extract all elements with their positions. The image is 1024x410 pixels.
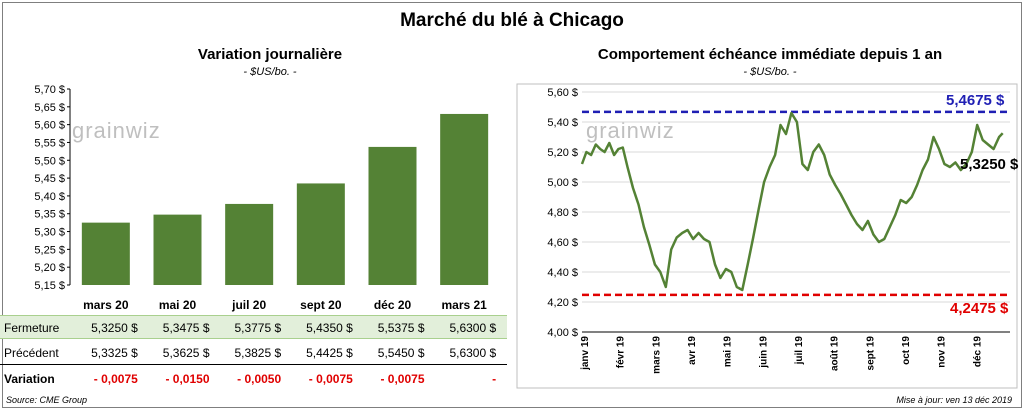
bar-y-tick-label: 5,55 $ xyxy=(34,137,65,149)
table-cell: - 0,0150 xyxy=(165,372,210,386)
table-cell: 5,3475 $ xyxy=(162,321,210,335)
line-y-tick-label: 5,40 $ xyxy=(547,117,578,129)
line-x-tick-label: déc 19 xyxy=(972,336,983,368)
line-chart-title: Comportement échéance immédiate depuis 1… xyxy=(597,46,943,63)
bar-y-tick-label: 5,35 $ xyxy=(34,209,65,221)
table-cell: - 0,0075 xyxy=(93,372,138,386)
bar-y-tick-label: 5,25 $ xyxy=(34,244,65,256)
table-cell: - xyxy=(492,372,497,386)
bar-category-label: mars 21 xyxy=(441,298,487,312)
table-cell: 5,3625 $ xyxy=(162,346,210,360)
bar-category-label: juil 20 xyxy=(232,298,267,312)
line-x-tick-label: juil 19 xyxy=(794,336,805,366)
precedent-label: Précédent xyxy=(4,346,59,360)
bar-category-label: mars 20 xyxy=(83,298,129,312)
last-value-label: 5,3250 $ xyxy=(960,156,1019,173)
bar-chart-subtitle: - $US/bo. - xyxy=(243,66,297,78)
line-y-tick-label: 4,60 $ xyxy=(547,237,578,249)
table-row-precedent: Précédent 5,3325 $ 5,3625 $ 5,3825 $ 5,4425… xyxy=(0,341,507,365)
table-row-fermeture: Fermeture 5,3250 $ 5,3475 $ 5,3775 $ 5,4350… xyxy=(0,315,507,339)
table-cell: 5,4425 $ xyxy=(306,346,353,360)
bar-0 xyxy=(81,222,130,285)
table-cell: 5,3825 $ xyxy=(234,346,282,360)
bar-1 xyxy=(153,214,202,285)
price-series-line xyxy=(580,111,1004,292)
line-y-tick-label: 5,60 $ xyxy=(547,87,578,99)
bar-y-tick-label: 5,30 $ xyxy=(34,227,65,239)
table-cell: 5,5375 $ xyxy=(377,321,425,335)
table-cell: 5,6300 $ xyxy=(449,321,497,335)
line-x-tick-label: oct 19 xyxy=(901,336,912,365)
high-ref-label: 5,4675 $ xyxy=(946,92,1005,109)
table-cell: 5,4350 $ xyxy=(306,321,353,335)
low-ref-label: 4,2475 $ xyxy=(950,300,1009,317)
table-cell: - 0,0075 xyxy=(380,372,425,386)
line-chart-subtitle: - $US/bo. - xyxy=(743,66,797,78)
table-cell: 5,5450 $ xyxy=(377,346,425,360)
update-note: Mise à jour: ven 13 déc 2019 xyxy=(896,395,1012,405)
bar-category-label: déc 20 xyxy=(373,298,412,312)
line-y-tick-label: 4,40 $ xyxy=(547,267,578,279)
fermeture-label: Fermeture xyxy=(4,321,60,335)
line-x-tick-label: sept 19 xyxy=(865,336,876,371)
line-x-tick-label: août 19 xyxy=(830,336,841,371)
line-x-tick-label: févr 19 xyxy=(616,336,627,369)
source-note: Source: CME Group xyxy=(6,395,88,405)
table-cell: 5,3775 $ xyxy=(234,321,282,335)
bar-y-tick-label: 5,20 $ xyxy=(34,262,65,274)
table-cell: 5,6300 $ xyxy=(449,346,497,360)
line-y-tick-label: 5,00 $ xyxy=(547,177,578,189)
line-x-tick-label: mai 19 xyxy=(723,336,734,368)
table-cell: 5,3325 $ xyxy=(91,346,138,360)
line-x-tick-label: nov 19 xyxy=(937,336,948,368)
table-cell: - 0,0050 xyxy=(237,372,282,386)
bar-y-tick-label: 5,65 $ xyxy=(34,102,65,114)
line-y-tick-label: 4,00 $ xyxy=(547,327,578,339)
line-x-tick-label: mars 19 xyxy=(651,336,662,374)
line-y-tick-label: 4,20 $ xyxy=(547,297,578,309)
bar-y-tick-label: 5,50 $ xyxy=(34,155,65,167)
table-cell: - 0,0075 xyxy=(308,372,353,386)
line-y-tick-label: 5,20 $ xyxy=(547,147,578,159)
line-x-tick-label: juin 19 xyxy=(758,336,769,369)
line-y-tick-label: 4,80 $ xyxy=(547,207,578,219)
table-row-variation: Variation - 0,0075 - 0,0150 - 0,0050 - 0,00… xyxy=(0,367,507,391)
bar-y-tick-label: 5,45 $ xyxy=(34,173,65,185)
table-cell: 5,3250 $ xyxy=(91,321,138,335)
bar-category-label: mai 20 xyxy=(158,298,197,312)
bar-chart-title: Variation journalière xyxy=(197,46,343,63)
line-chart-border xyxy=(516,83,1018,389)
bar-y-tick-label: 5,70 $ xyxy=(34,84,65,96)
bar-category-label: sept 20 xyxy=(300,298,342,312)
bar-y-tick-label: 5,15 $ xyxy=(34,280,65,292)
bar-3 xyxy=(296,183,345,285)
bar-4 xyxy=(368,146,417,285)
grainwiz-logo: grainwiz xyxy=(72,118,161,143)
bar-y-tick-label: 5,60 $ xyxy=(34,120,65,132)
bar-2 xyxy=(225,203,274,285)
line-x-tick-label: janv 19 xyxy=(580,336,591,371)
bar-y-tick-label: 5,40 $ xyxy=(34,191,65,203)
line-x-tick-label: avr 19 xyxy=(687,336,698,365)
variation-label: Variation xyxy=(4,372,55,386)
page-title: Marché du blé à Chicago xyxy=(400,10,624,31)
bar-5 xyxy=(440,113,489,285)
